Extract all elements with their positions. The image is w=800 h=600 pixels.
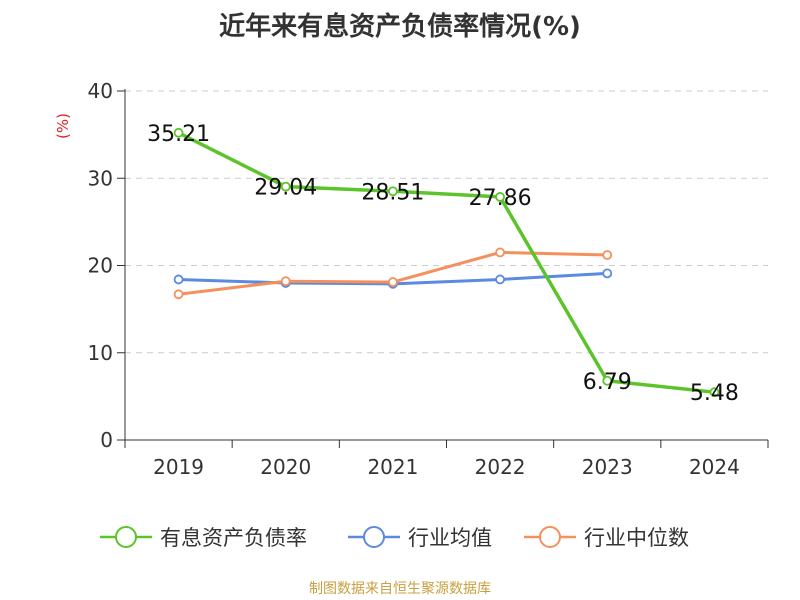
y-axis-label: (%) (54, 113, 72, 139)
legend-marker (115, 526, 137, 548)
data-point (709, 387, 720, 398)
data-point (173, 274, 184, 285)
y-tick-label: 10 (88, 341, 113, 365)
chart-title: 近年来有息资产负债率情况(%) (219, 12, 581, 42)
series-line (177, 131, 715, 394)
x-tick-label: 2022 (475, 455, 526, 479)
legend-item: 行业均值 (348, 526, 492, 550)
legend-marker (363, 526, 385, 548)
x-tick-label: 2023 (582, 455, 633, 479)
data-point (388, 186, 398, 197)
legend-label: 行业中位数 (584, 526, 689, 550)
series-layer (173, 127, 720, 398)
data-point (602, 250, 613, 260)
data-label: 6.79 (583, 370, 632, 395)
y-tick-label: 30 (88, 166, 113, 190)
x-tick-label: 2019 (153, 455, 204, 479)
legend-item: 有息资产负债率 (100, 526, 307, 550)
y-tick-label: 20 (88, 254, 113, 278)
data-point (602, 268, 613, 279)
data-point (495, 247, 505, 258)
x-tick-label: 2020 (260, 455, 311, 479)
legend-label: 有息资产负债率 (160, 526, 307, 550)
legend: 有息资产负债率 行业均值 行业中位数 (100, 526, 689, 550)
data-label: 29.04 (254, 176, 317, 201)
data-point (173, 127, 184, 138)
data-point (280, 276, 291, 287)
legend-label: 行业均值 (408, 526, 492, 550)
gridlines (125, 90, 768, 354)
data-label: 35.21 (147, 122, 210, 147)
data-point (495, 274, 505, 285)
y-tick-label: 40 (88, 79, 113, 103)
y-tick-label: 0 (100, 428, 113, 452)
data-point (280, 181, 291, 192)
data-point (495, 192, 505, 202)
axes: 0 10 20 30 40 2019 2020 2021 2022 2023 2024 (%) (54, 79, 769, 479)
data-label: 28.51 (361, 180, 424, 205)
data-point (388, 277, 398, 287)
data-point (173, 289, 184, 300)
data-label: 27.86 (469, 186, 532, 211)
source-note: 制图数据来自恒生聚源数据库 (309, 581, 491, 597)
x-tick-label: 2024 (689, 455, 740, 479)
data-label: 5.48 (690, 381, 739, 406)
legend-marker (539, 526, 561, 548)
data-point (602, 375, 613, 386)
x-tick-label: 2021 (367, 455, 418, 479)
data-labels: 35.21 29.04 28.51 27.86 6.79 5.48 (147, 122, 739, 406)
legend-item: 行业中位数 (524, 526, 689, 550)
